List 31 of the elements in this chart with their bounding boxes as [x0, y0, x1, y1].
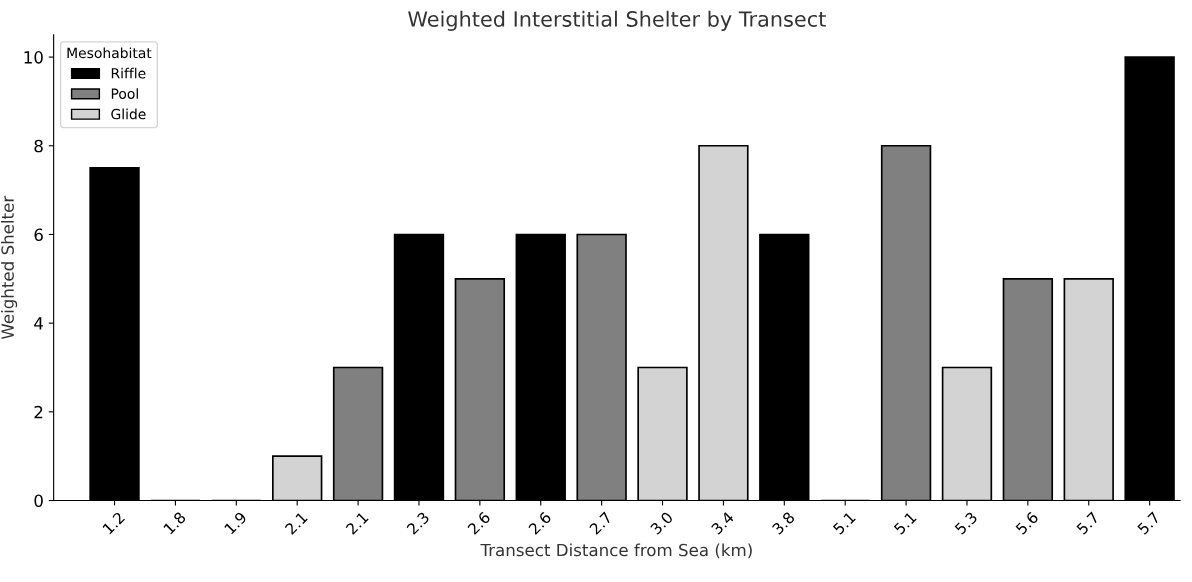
y-tick-label: 4	[34, 317, 43, 330]
y-tick-label: 0	[34, 494, 43, 508]
y-tick-label: 2	[34, 405, 43, 419]
x-tick-label: 2.7	[588, 511, 613, 535]
y-tick-label: 6	[34, 228, 43, 242]
x-tick-label: 2.1	[345, 511, 369, 535]
x-tick-label: 2.3	[406, 511, 430, 535]
x-tick-label: 1.9	[223, 511, 248, 535]
x-tick-label: 5.7	[1136, 511, 1161, 535]
legend-label: Glide	[111, 108, 146, 120]
x-tick-label: 1.2	[102, 511, 126, 535]
x-tick-label: 2.1	[284, 511, 308, 535]
x-tick-label: 5.3	[954, 511, 978, 535]
x-tick-label: 2.6	[467, 511, 491, 535]
legend-label: Pool	[111, 88, 138, 99]
legend-title: Mesohabitat	[67, 47, 152, 59]
x-tick-label: 5.1	[893, 511, 917, 535]
x-tick-label: 5.6	[1015, 511, 1039, 535]
y-tick-label: 8	[34, 139, 43, 153]
x-tick-label: 3.4	[710, 511, 735, 535]
y-tick-label: 10	[24, 51, 43, 64]
x-tick-label: 5.7	[1076, 511, 1100, 535]
legend-label: Riffle	[111, 67, 146, 79]
x-tick-label: 2.6	[527, 511, 552, 535]
x-tick-label: 1.8	[162, 511, 187, 535]
x-tick-label: 3.0	[649, 511, 674, 535]
x-axis-title: Transect Distance from Sea (km)	[480, 543, 752, 559]
x-tick-label: 3.8	[771, 511, 796, 535]
x-tick-label: 5.1	[832, 511, 856, 535]
chart-title: Weighted Interstitial Shelter by Transect	[408, 10, 826, 31]
y-axis-title: Weighted Shelter	[1, 195, 18, 340]
